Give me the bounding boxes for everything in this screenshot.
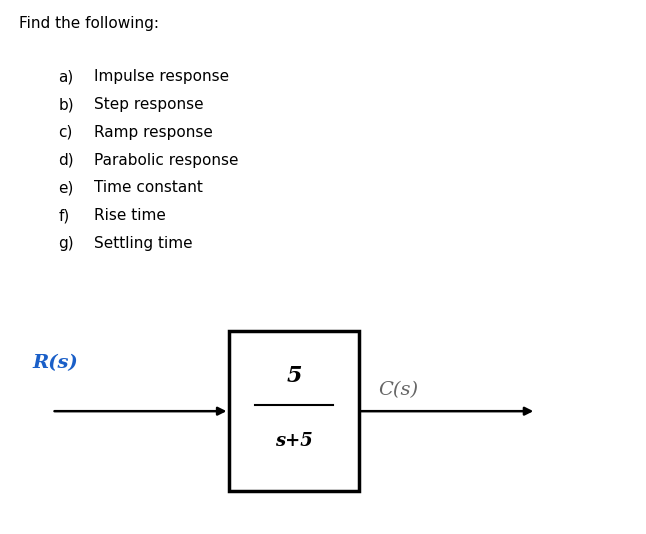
Text: e): e) bbox=[58, 180, 74, 195]
Text: Parabolic response: Parabolic response bbox=[94, 153, 238, 168]
Text: 5: 5 bbox=[286, 365, 302, 388]
Text: C(s): C(s) bbox=[378, 381, 418, 399]
Text: Ramp response: Ramp response bbox=[94, 125, 213, 140]
Bar bbox=[229, 331, 359, 491]
Text: f): f) bbox=[58, 208, 69, 223]
Text: Impulse response: Impulse response bbox=[94, 69, 229, 84]
Text: Settling time: Settling time bbox=[94, 236, 193, 251]
Text: s+5: s+5 bbox=[275, 431, 313, 450]
Text: d): d) bbox=[58, 153, 74, 168]
Text: c): c) bbox=[58, 125, 72, 140]
Text: Find the following:: Find the following: bbox=[19, 16, 160, 31]
Text: R(s): R(s) bbox=[32, 354, 78, 372]
Text: Rise time: Rise time bbox=[94, 208, 165, 223]
Text: b): b) bbox=[58, 97, 74, 112]
Text: Step response: Step response bbox=[94, 97, 203, 112]
Text: a): a) bbox=[58, 69, 74, 84]
Text: g): g) bbox=[58, 236, 74, 251]
Text: Time constant: Time constant bbox=[94, 180, 203, 195]
